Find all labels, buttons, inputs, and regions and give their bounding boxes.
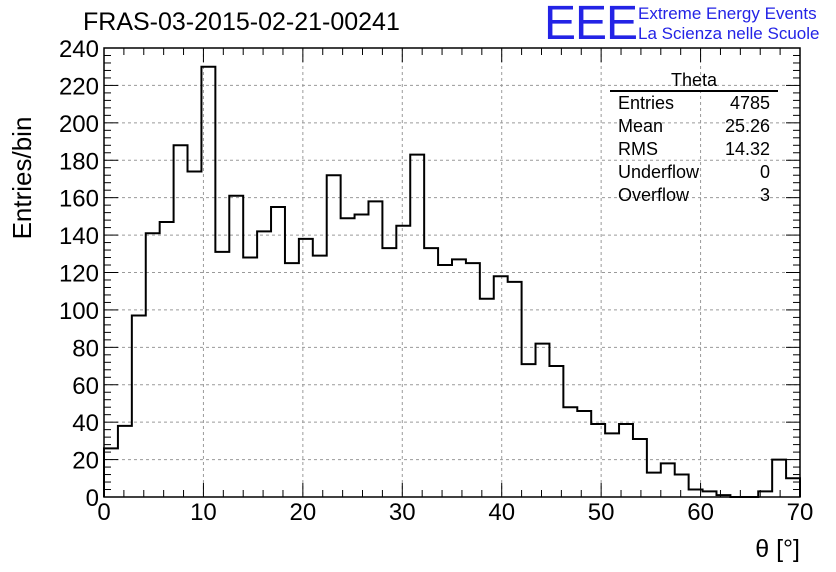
y-tick-label: 60 xyxy=(72,373,99,400)
y-axis-label: Entries/bin xyxy=(7,117,37,240)
y-tick-label: 0 xyxy=(86,485,99,512)
x-tick-label: 70 xyxy=(787,499,814,526)
stats-label: RMS xyxy=(618,139,658,159)
x-axis-label: θ [°] xyxy=(755,535,800,563)
logo-mark: EEE xyxy=(544,0,638,50)
y-tick-label: 180 xyxy=(59,148,99,175)
stats-row-overflow: Overflow 3 xyxy=(610,184,778,207)
stats-value: 3 xyxy=(759,185,770,205)
y-tick-label: 240 xyxy=(59,36,99,63)
stats-row-rms: RMS 14.32 xyxy=(610,138,778,161)
x-tick-label: 40 xyxy=(488,499,515,526)
x-tick-label: 50 xyxy=(588,499,615,526)
histogram-step-line xyxy=(103,65,801,498)
stats-value: 4785 xyxy=(729,93,770,113)
y-tick-label: 160 xyxy=(59,186,99,213)
stats-label: Entries xyxy=(618,93,675,113)
plot-title: FRAS-03-2015-02-21-00241 xyxy=(83,8,400,36)
y-tick-label: 40 xyxy=(72,410,99,437)
stats-row-underflow: Underflow 0 xyxy=(610,161,778,184)
stats-title: Theta xyxy=(610,70,778,92)
y-tick-label: 120 xyxy=(59,261,99,288)
stats-value: 25.26 xyxy=(724,116,770,136)
x-tick-label: 10 xyxy=(190,499,217,526)
y-tick-label: 200 xyxy=(59,111,99,138)
y-tick-label: 20 xyxy=(72,448,99,475)
eee-logo: EEE Extreme Energy Events La Scienza nel… xyxy=(544,0,834,50)
stats-value: 0 xyxy=(759,162,770,182)
stats-label: Overflow xyxy=(618,185,690,205)
y-tick-label: 100 xyxy=(59,298,99,325)
y-tick-label: 140 xyxy=(59,223,99,250)
stats-value: 14.32 xyxy=(724,139,770,159)
x-tick-label: 30 xyxy=(389,499,416,526)
logo-line-2: La Scienza nelle Scuole xyxy=(638,24,820,43)
stats-label: Underflow xyxy=(618,162,700,182)
stats-row-mean: Mean 25.26 xyxy=(610,115,778,138)
y-tick-label: 220 xyxy=(59,73,99,100)
tick-labels: 0 10 20 30 40 50 60 700204060801001201401601802… xyxy=(59,36,813,526)
x-tick-label: 0 xyxy=(97,499,110,526)
y-tick-label: 80 xyxy=(72,335,99,362)
grid-lines xyxy=(104,48,800,497)
stats-label: Mean xyxy=(618,116,664,136)
stats-box: Theta Entries 4785 Mean 25.26 RMS 14.32 … xyxy=(610,70,778,207)
logo-line-1: Extreme Energy Events xyxy=(638,4,817,23)
x-tick-label: 20 xyxy=(290,499,317,526)
stats-row-entries: Entries 4785 xyxy=(610,92,778,115)
axis-ticks xyxy=(103,47,801,498)
x-tick-label: 60 xyxy=(687,499,714,526)
